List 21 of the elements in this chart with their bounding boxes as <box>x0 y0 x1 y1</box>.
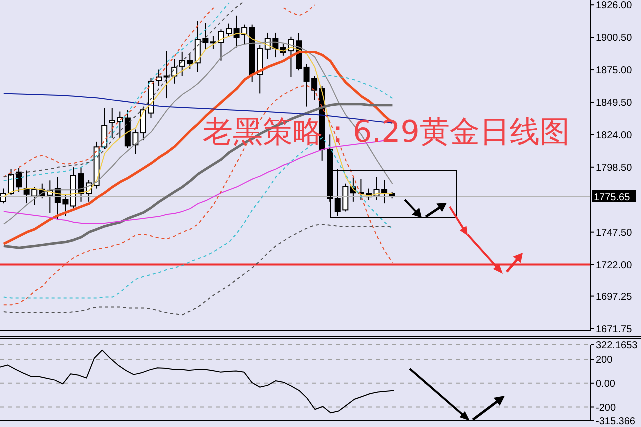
y-tick-label: 1926.00 <box>596 0 633 12</box>
y-tick-label: 1747.50 <box>596 228 633 239</box>
line-series <box>0 350 394 414</box>
y-tick-label: 322.1653 <box>596 340 638 352</box>
candlestick <box>102 108 108 150</box>
y-tick-label: 1900.50 <box>596 33 633 44</box>
candlestick <box>140 106 146 142</box>
y-tick-label: 1824.00 <box>596 130 633 142</box>
line-series <box>3 224 394 316</box>
y-tick-label: 1875.00 <box>596 66 633 77</box>
y-tick-label: -315.366 <box>596 416 636 427</box>
y-tick-label: 1671.75 <box>596 324 633 336</box>
candlestick <box>226 23 232 37</box>
y-tick-label: 1697.25 <box>596 292 633 303</box>
y-tick-label: -200 <box>596 402 616 414</box>
y-tick-label: 1798.50 <box>596 162 633 174</box>
y-tick-label: 200 <box>596 355 614 366</box>
y-tick-label: 0.00 <box>596 378 616 390</box>
y-tick-label: 1722.00 <box>596 260 633 272</box>
ref-line-label: 1775.65 <box>594 192 631 204</box>
y-tick-label: 1849.50 <box>596 98 633 110</box>
